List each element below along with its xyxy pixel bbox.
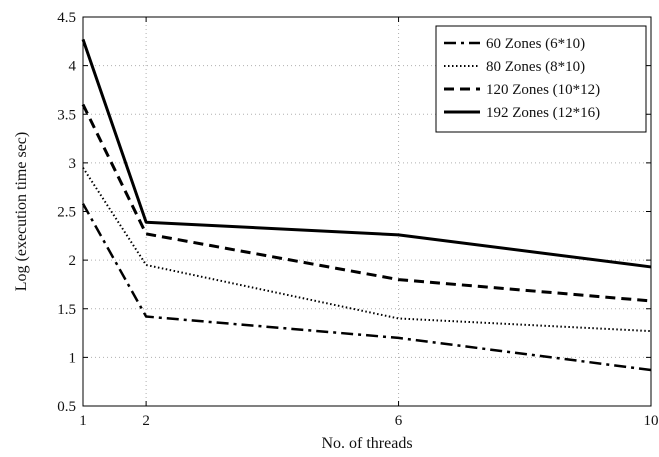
x-tick-label: 6 <box>395 413 403 429</box>
series-lines <box>81 38 652 372</box>
legend-label: 80 Zones (8*10) <box>486 59 585 75</box>
x-tick-labels: 1 2 6 10 <box>79 413 658 429</box>
grid-lines <box>83 17 651 406</box>
y-tick-label: 2.5 <box>57 205 76 221</box>
series-line-solid <box>81 38 652 269</box>
y-tick-label: 1 <box>69 350 77 366</box>
legend-label: 60 Zones (6*10) <box>486 36 585 52</box>
y-axis-label: Log (execution time sec) <box>13 132 30 292</box>
series-line-dashdot <box>81 203 652 372</box>
legend-label: 192 Zones (12*16) <box>486 105 600 121</box>
series-line-dashed <box>81 103 652 303</box>
legend-label: 120 Zones (10*12) <box>486 82 600 98</box>
legend-box <box>435 25 647 133</box>
series-line-dotted <box>82 167 652 333</box>
legend: 60 Zones (6*10) 80 Zones (8*10) 120 Zones … <box>435 25 647 133</box>
x-tick-label: 2 <box>142 413 150 429</box>
y-tick-label: 4 <box>69 59 77 75</box>
tick-marks <box>82 16 652 407</box>
y-tick-label: 3.5 <box>57 107 76 123</box>
x-tick-label: 10 <box>644 413 659 429</box>
y-tick-labels: 0.5 1 1.5 2 2.5 3 3.5 4 4.5 <box>57 10 76 415</box>
y-tick-label: 4.5 <box>57 10 76 26</box>
y-tick-label: 1.5 <box>57 302 76 318</box>
y-tick-label: 3 <box>69 156 77 172</box>
y-tick-label: 2 <box>69 253 77 269</box>
x-tick-label: 1 <box>79 413 87 429</box>
x-axis-label: No. of threads <box>321 435 412 452</box>
y-tick-label: 0.5 <box>57 399 76 415</box>
